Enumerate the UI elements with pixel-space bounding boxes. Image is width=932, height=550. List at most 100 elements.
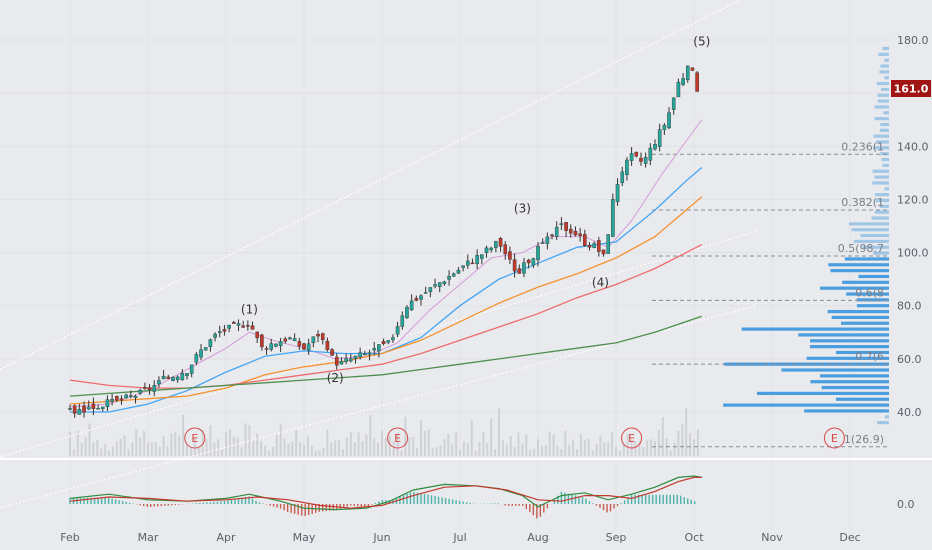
fib-label: 0.5(98.7 [838, 242, 884, 255]
fib-label: 1(26.9) [844, 433, 884, 446]
candle-body [119, 398, 124, 401]
volume-bar [252, 440, 255, 456]
candle-body [283, 338, 288, 342]
volume-bar [361, 441, 364, 456]
time-axis[interactable]: Feb Mar Apr May Jun Jul Aug Sep Oct Nov Dec [60, 531, 860, 544]
volume-profile-bar [831, 315, 889, 320]
volume-bar [681, 423, 684, 456]
candle-body [395, 326, 400, 335]
candle-body [217, 331, 222, 334]
candle-body [372, 348, 377, 351]
volume-bar [615, 446, 617, 456]
candle-body [456, 269, 461, 274]
candle-body [147, 387, 152, 390]
volume-bar [104, 444, 107, 456]
volume-profile-bar [877, 93, 889, 97]
volume-bar [322, 448, 325, 456]
volume-bar [310, 446, 313, 456]
volume-bars [69, 408, 699, 456]
volume-bar [279, 423, 282, 456]
candle-body [68, 408, 72, 410]
volume-bar [576, 449, 578, 456]
volume-bar [509, 435, 512, 456]
volume-bar [677, 430, 680, 456]
volume-bar [353, 442, 356, 456]
volume-bar [564, 430, 567, 456]
volume-profile-bar [872, 169, 889, 173]
candle-body [143, 387, 147, 389]
volume-bar [373, 438, 376, 456]
volume-profile-bar [842, 280, 889, 284]
candle-body [564, 222, 568, 231]
volume-profile-bar [723, 403, 889, 407]
candle-body [166, 376, 171, 379]
volume-profile-bar [875, 198, 889, 203]
volume-bar [384, 437, 387, 456]
volume-bar [572, 439, 575, 456]
volume-bar [123, 435, 126, 456]
candle-body [213, 333, 217, 338]
earnings-marker [823, 427, 845, 449]
volume-bar [189, 447, 192, 456]
candle-body [615, 184, 620, 202]
volume-bar [638, 441, 641, 456]
candle-body [667, 112, 671, 129]
candle-body [484, 247, 489, 253]
candle-body [110, 399, 114, 402]
volume-bar [603, 442, 606, 456]
volume-bar [201, 429, 204, 456]
volume-bar [264, 445, 266, 456]
candle-body [386, 340, 391, 343]
volume-bar [96, 440, 99, 456]
volume-bar [186, 444, 188, 456]
volume-profile-bar [835, 350, 889, 355]
candle-body [550, 234, 554, 237]
candle-body [578, 233, 582, 236]
volume-profile-bar [874, 175, 889, 179]
candle-body [583, 234, 587, 246]
candle-body [611, 199, 615, 237]
candle-body [231, 322, 236, 324]
fib-label: 0.236(1 [841, 140, 884, 153]
volume-bar [494, 449, 497, 456]
fibonacci-levels: 0.236(1 0.382(1 0.5(98.7 0.6(8 0.7(6 1(26.9) [652, 140, 890, 448]
volume-bar [498, 408, 500, 456]
candle-body [157, 380, 161, 385]
volume-bar [404, 416, 407, 456]
volume-bar [342, 449, 344, 456]
volume-bar [501, 440, 504, 456]
candle-body [367, 352, 372, 355]
candle-body [391, 337, 395, 341]
candle-body [269, 343, 274, 350]
volume-profile-bar [781, 368, 889, 372]
volume-bar [248, 425, 251, 456]
volume-profile-bar [828, 263, 889, 267]
candle-body [250, 325, 255, 330]
candle-body [353, 355, 358, 360]
wave-label: (2) [327, 371, 344, 385]
candle-body [470, 262, 475, 265]
volume-profile-bar [877, 421, 889, 425]
volume-bar [314, 450, 317, 456]
month-tick-label: Apr [216, 531, 236, 544]
volume-profile-bar [806, 356, 889, 360]
fib-label: 0.382(1 [841, 196, 884, 209]
last-price-marker: 161.0 [891, 80, 931, 97]
volume-bar [696, 429, 699, 456]
candle-body [405, 306, 409, 318]
candle-body [185, 373, 189, 377]
volume-bar [174, 431, 177, 456]
candle-body [620, 171, 625, 183]
volume-profile-bar [882, 163, 889, 168]
candle-body [180, 373, 185, 381]
candle-body [339, 361, 344, 365]
candle-body [91, 403, 96, 409]
candle-body [344, 358, 348, 362]
candle-body [573, 230, 578, 236]
ma-100-line [69, 244, 703, 389]
candle-body [526, 259, 531, 264]
volume-bar [150, 442, 153, 456]
